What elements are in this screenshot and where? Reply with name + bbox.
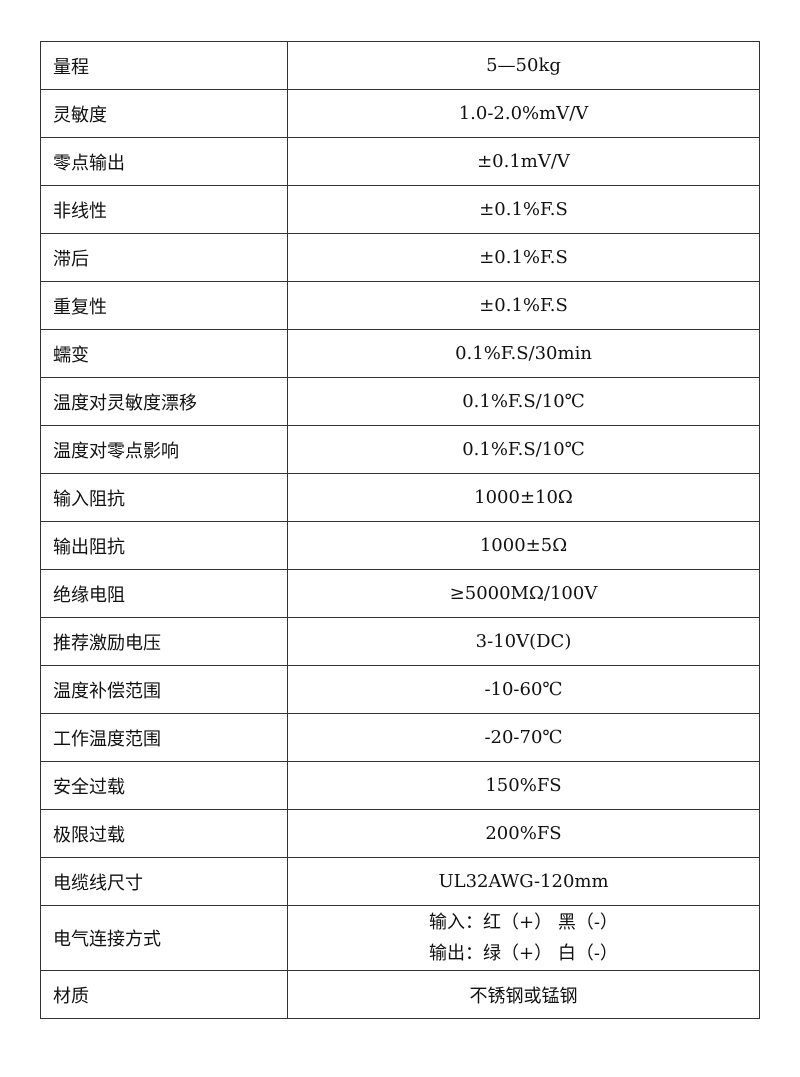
spec-label: 推荐激励电压: [40, 617, 288, 666]
connection-input-line: 输入：红（+） 黑（-）: [429, 912, 618, 933]
table-row: 零点输出 ±0.1mV/V: [40, 137, 760, 186]
spec-value: ±0.1%F.S: [287, 185, 760, 234]
table-row: 极限过载 200%FS: [40, 809, 760, 858]
table-row: 温度对零点影响 0.1%F.S/10℃: [40, 425, 760, 474]
spec-label: 温度对零点影响: [40, 425, 288, 474]
spec-value: 0.1%F.S/30min: [287, 329, 760, 378]
table-row: 输入阻抗 1000±10Ω: [40, 473, 760, 522]
spec-value: -20-70℃: [287, 713, 760, 762]
table-row: 推荐激励电压 3-10V(DC): [40, 617, 760, 666]
spec-value: 5—50kg: [287, 41, 760, 90]
table-row: 温度补偿范围 -10-60℃: [40, 665, 760, 714]
table-row: 输出阻抗 1000±5Ω: [40, 521, 760, 570]
spec-label: 极限过载: [40, 809, 288, 858]
spec-value: 1.0-2.0%mV/V: [287, 89, 760, 138]
table-row: 量程 5—50kg: [40, 41, 760, 90]
spec-value: 0.1%F.S/10℃: [287, 425, 760, 474]
spec-value: ±0.1%F.S: [287, 281, 760, 330]
spec-label: 输入阻抗: [40, 473, 288, 522]
spec-value: ≥5000MΩ/100V: [287, 569, 760, 618]
spec-label: 温度补偿范围: [40, 665, 288, 714]
spec-value: UL32AWG-120mm: [287, 857, 760, 906]
connection-output-line: 输出：绿（+） 白（-）: [429, 943, 618, 964]
spec-label: 非线性: [40, 185, 288, 234]
spec-value: 不锈钢或锰钢: [287, 970, 760, 1019]
spec-value: 1000±5Ω: [287, 521, 760, 570]
spec-value: ±0.1%F.S: [287, 233, 760, 282]
spec-label: 工作温度范围: [40, 713, 288, 762]
table-row: 工作温度范围 -20-70℃: [40, 713, 760, 762]
spec-label: 重复性: [40, 281, 288, 330]
spec-label: 输出阻抗: [40, 521, 288, 570]
spec-label: 安全过载: [40, 761, 288, 810]
spec-value: ±0.1mV/V: [287, 137, 760, 186]
spec-table: 量程 5—50kg 灵敏度 1.0-2.0%mV/V 零点输出 ±0.1mV/V…: [40, 41, 760, 1019]
spec-label: 零点输出: [40, 137, 288, 186]
spec-value: -10-60℃: [287, 665, 760, 714]
spec-label: 滞后: [40, 233, 288, 282]
spec-label: 电缆线尺寸: [40, 857, 288, 906]
table-row: 绝缘电阻 ≥5000MΩ/100V: [40, 569, 760, 618]
table-row: 蠕变 0.1%F.S/30min: [40, 329, 760, 378]
spec-value: 200%FS: [287, 809, 760, 858]
spec-value: 输入：红（+） 黑（-） 输出：绿（+） 白（-）: [287, 905, 760, 971]
table-row: 滞后 ±0.1%F.S: [40, 233, 760, 282]
spec-label: 蠕变: [40, 329, 288, 378]
table-row: 材质 不锈钢或锰钢: [40, 970, 760, 1019]
table-row: 电缆线尺寸 UL32AWG-120mm: [40, 857, 760, 906]
spec-value: 1000±10Ω: [287, 473, 760, 522]
spec-label: 绝缘电阻: [40, 569, 288, 618]
spec-label: 电气连接方式: [40, 905, 288, 971]
table-row: 安全过载 150%FS: [40, 761, 760, 810]
spec-label: 量程: [40, 41, 288, 90]
spec-label: 温度对灵敏度漂移: [40, 377, 288, 426]
table-row: 温度对灵敏度漂移 0.1%F.S/10℃: [40, 377, 760, 426]
spec-table-body: 量程 5—50kg 灵敏度 1.0-2.0%mV/V 零点输出 ±0.1mV/V…: [40, 41, 760, 1019]
table-row: 电气连接方式 输入：红（+） 黑（-） 输出：绿（+） 白（-）: [40, 905, 760, 971]
spec-label: 材质: [40, 970, 288, 1019]
spec-label: 灵敏度: [40, 89, 288, 138]
table-row: 非线性 ±0.1%F.S: [40, 185, 760, 234]
spec-value: 3-10V(DC): [287, 617, 760, 666]
spec-value: 0.1%F.S/10℃: [287, 377, 760, 426]
spec-value: 150%FS: [287, 761, 760, 810]
table-row: 灵敏度 1.0-2.0%mV/V: [40, 89, 760, 138]
table-row: 重复性 ±0.1%F.S: [40, 281, 760, 330]
